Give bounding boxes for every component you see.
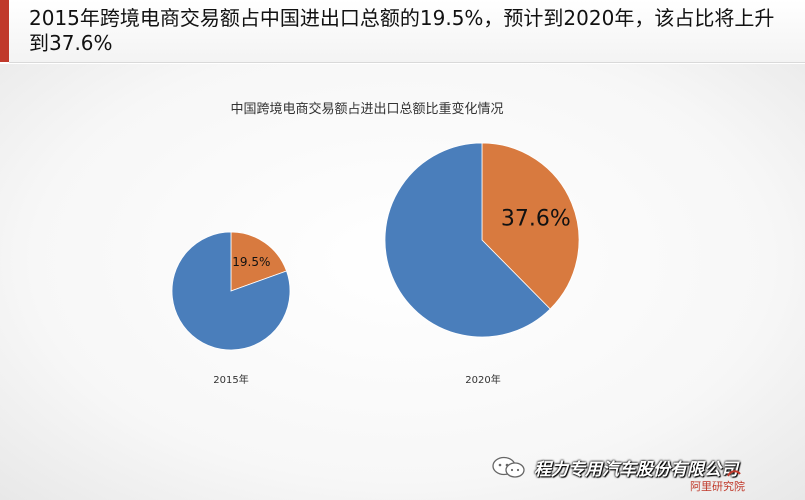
slice-data-label: 37.6% — [501, 207, 571, 232]
year-label-2020: 2020年 — [465, 373, 500, 386]
watermark-text: 程力专用汽车股份有限公司 — [534, 459, 738, 480]
pie-2020: 37.6% — [384, 142, 580, 338]
slice-data-label: 19.5% — [232, 255, 270, 269]
headline-box: 2015年跨境电商交易额占中国进出口总额的19.5%，预计到2020年，该占比将… — [9, 0, 805, 63]
watermark: 程力专用汽车股份有限公司 — [490, 452, 790, 482]
pie-slice-rest — [384, 142, 551, 338]
pie-2015: 19.5% — [171, 231, 291, 351]
logo-text: 阿里研究院 — [690, 480, 745, 493]
chart-title: 中国跨境电商交易额占进出口总额比重变化情况 — [230, 101, 503, 117]
aliresearch-logo: 阿里研究院 — [688, 468, 748, 494]
logo-mark-icon — [727, 470, 741, 477]
pie-slice-cross-border — [481, 142, 580, 310]
pie-slice-rest — [171, 231, 291, 351]
wechat-icon — [492, 456, 525, 478]
headline: 2015年跨境电商交易额占中国进出口总额的19.5%，预计到2020年，该占比将… — [29, 6, 775, 55]
pie-slice-cross-border — [230, 231, 288, 292]
accent-bar — [0, 0, 9, 62]
year-label-2015: 2015年 — [213, 373, 248, 386]
